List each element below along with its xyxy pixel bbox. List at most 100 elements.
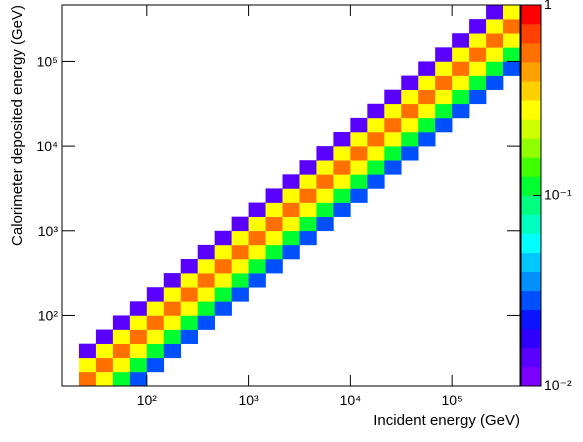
- y-tick-label: 10³: [38, 223, 59, 239]
- cell: [418, 103, 436, 119]
- cell: [248, 202, 266, 217]
- colorbar-band: [521, 43, 541, 63]
- cell: [367, 117, 385, 133]
- cell: [129, 315, 148, 330]
- plot-frame: [61, 4, 521, 387]
- cell: [214, 230, 232, 246]
- cell: [129, 371, 148, 387]
- cell: [231, 273, 249, 288]
- cell: [384, 89, 402, 105]
- cell: [299, 160, 317, 175]
- cell: [265, 202, 283, 217]
- colorbar-band: [521, 100, 541, 120]
- cell: [384, 117, 402, 133]
- cell: [316, 202, 334, 217]
- cell: [316, 216, 334, 232]
- cell: [316, 160, 334, 175]
- cell: [435, 75, 453, 90]
- cell: [435, 47, 453, 62]
- cell: [316, 146, 334, 161]
- cell: [401, 89, 419, 105]
- cell: [452, 61, 470, 76]
- x-axis-title: Incident energy (GeV): [373, 412, 520, 429]
- cell: [401, 132, 419, 147]
- cell: [350, 146, 368, 161]
- cell: [95, 357, 114, 373]
- cell: [180, 273, 199, 288]
- cell: [384, 146, 402, 161]
- cell: [316, 188, 334, 203]
- cell: [112, 315, 131, 330]
- colorbar-band: [521, 119, 541, 139]
- cell: [214, 287, 232, 302]
- colorbar-band: [521, 233, 541, 253]
- colorbar-band: [521, 214, 541, 234]
- cell: [248, 230, 266, 246]
- cell: [452, 75, 470, 90]
- cell: [333, 146, 351, 161]
- cell: [299, 174, 317, 189]
- cell: [163, 273, 182, 288]
- colorbar-band: [521, 5, 541, 25]
- colorbar-band: [521, 328, 541, 349]
- cell: [469, 19, 487, 34]
- cell: [265, 258, 283, 274]
- cell: [146, 343, 165, 359]
- y-tick-label: 10²: [38, 307, 59, 323]
- cell: [248, 244, 266, 260]
- cell: [418, 75, 436, 90]
- cell: [146, 287, 165, 302]
- colorbar-band: [521, 157, 541, 177]
- cell: [197, 301, 215, 316]
- cell: [248, 216, 266, 232]
- cell: [350, 174, 368, 189]
- cell: [333, 188, 351, 203]
- cell: [333, 174, 351, 189]
- cell: [265, 244, 283, 260]
- cell: [180, 301, 199, 316]
- cell: [112, 343, 131, 359]
- cell: [248, 258, 266, 274]
- x-tick-label: 10³: [238, 392, 259, 408]
- cells: [78, 5, 521, 387]
- cell: [95, 343, 114, 359]
- x-tick-label: 10²: [137, 392, 158, 408]
- cell: [282, 202, 300, 217]
- cell: [418, 89, 436, 105]
- cell: [265, 216, 283, 232]
- cell: [401, 75, 419, 90]
- cell: [350, 160, 368, 175]
- cell: [282, 230, 300, 246]
- cell: [384, 132, 402, 147]
- cell: [401, 146, 419, 161]
- cell: [282, 174, 300, 189]
- cell: [486, 33, 504, 48]
- cell: [112, 329, 131, 344]
- cell: [418, 61, 436, 76]
- cell: [435, 103, 453, 119]
- cell: [469, 75, 487, 90]
- cell: [112, 357, 131, 373]
- colorbar-band: [521, 62, 541, 82]
- cell: [231, 230, 249, 246]
- cell: [282, 188, 300, 203]
- cell: [333, 160, 351, 175]
- y-axis-title: Calorimeter deposited energy (GeV): [9, 5, 26, 246]
- cell: [197, 287, 215, 302]
- cell: [486, 61, 504, 76]
- cell: [299, 188, 317, 203]
- cell: [214, 301, 232, 316]
- cell: [299, 202, 317, 217]
- cell: [265, 230, 283, 246]
- colorbar-tick-label: 10⁻¹: [544, 187, 572, 203]
- cell: [299, 216, 317, 232]
- cell: [112, 371, 131, 387]
- cell: [401, 103, 419, 119]
- cell: [503, 33, 521, 48]
- colorbar-band: [521, 195, 541, 215]
- cell: [78, 357, 97, 373]
- colorbar-band: [521, 271, 541, 292]
- colorbar-tick-label: 1: [544, 0, 552, 12]
- cell: [197, 244, 215, 260]
- cell: [282, 216, 300, 232]
